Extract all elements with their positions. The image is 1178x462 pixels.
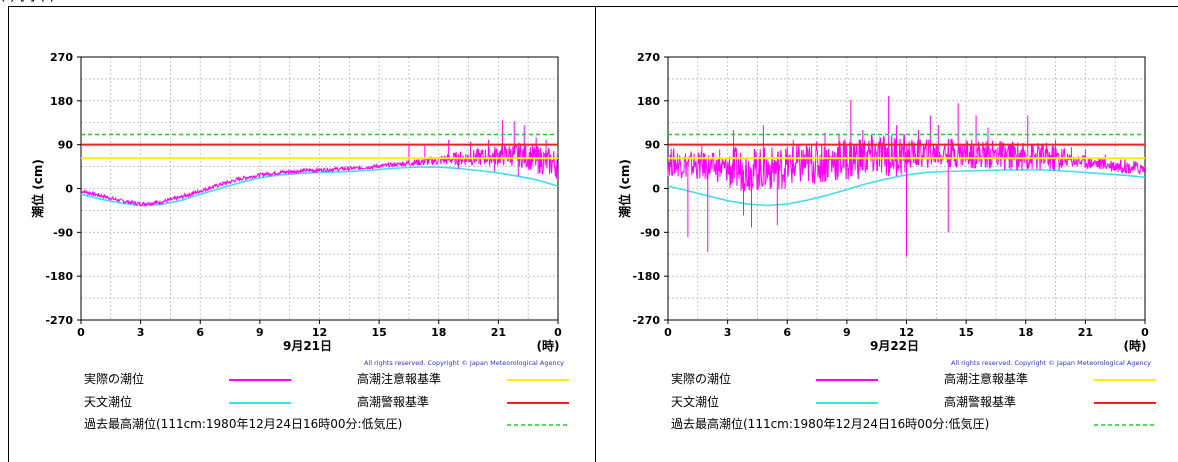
panel-sep-22: 270 180 90 0 -90 -180 -270 0 3 6 9 12 15 18 21 0 9月22日 (時… <box>595 6 1178 462</box>
x-tick-label: 3 <box>137 326 145 339</box>
x-tick-label: 18 <box>431 326 446 339</box>
y-tick-label: -270 <box>632 314 660 327</box>
legend-warning-label: 高潮警報基準 <box>357 394 429 409</box>
header-fragment: ( ) [ ] ( ) <box>0 0 1178 6</box>
y-tick-label: -180 <box>632 270 660 283</box>
series-astronomical-tide-line <box>80 166 559 207</box>
legend-astronomical-label: 天文潮位 <box>671 394 719 409</box>
legend-astronomical-label: 天文潮位 <box>84 394 132 409</box>
y-tick-label: -90 <box>53 226 73 239</box>
x-axis-unit-label: (時) <box>537 338 560 353</box>
y-tick-label: 90 <box>58 139 74 152</box>
x-tick-label: 21 <box>491 326 506 339</box>
x-tick-label: 0 <box>1141 326 1149 339</box>
x-tick-label: 0 <box>554 326 562 339</box>
x-tick-label: 15 <box>371 326 386 339</box>
legend-actual-label: 実際の潮位 <box>671 371 731 386</box>
x-axis-date-label: 9月21日 <box>283 339 332 353</box>
series-actual-tide-line <box>80 142 559 207</box>
x-tick-label: 3 <box>724 326 732 339</box>
y-axis-label: 潮位 (cm) <box>30 159 45 218</box>
copyright-text: All rights reserved. Copyright © Japan M… <box>951 359 1151 367</box>
y-tick-label: 180 <box>50 95 73 108</box>
y-tick-label: -180 <box>45 270 73 283</box>
x-tick-label: 21 <box>1078 326 1093 339</box>
x-tick-label: 12 <box>312 326 327 339</box>
x-axis-unit-label: (時) <box>1124 338 1147 353</box>
legend-caution-label: 高潮注意報基準 <box>944 371 1028 386</box>
legend-warning-label: 高潮警報基準 <box>944 394 1016 409</box>
x-tick-label: 6 <box>196 326 204 339</box>
x-tick-label: 12 <box>899 326 914 339</box>
x-tick-label: 0 <box>664 326 672 339</box>
y-tick-label: 270 <box>50 51 73 64</box>
tide-chart-sep-21: 270 180 90 0 -90 -180 -270 0 3 6 9 12 15 18 21 0 9月21日 (時… <box>30 51 569 431</box>
legend-caution-label: 高潮注意報基準 <box>357 371 441 386</box>
y-tick-label: 90 <box>645 139 661 152</box>
y-tick-label: 0 <box>652 183 660 196</box>
y-tick-label: 270 <box>637 51 660 64</box>
x-tick-label: 0 <box>77 326 85 339</box>
copyright-text: All rights reserved. Copyright © Japan M… <box>364 359 564 367</box>
y-axis-label: 潮位 (cm) <box>617 159 632 218</box>
y-tick-label: 180 <box>637 95 660 108</box>
x-axis-date-label: 9月22日 <box>870 339 919 353</box>
y-tick-label: 0 <box>65 183 73 196</box>
y-tick-label: -270 <box>45 314 73 327</box>
x-tick-label: 9 <box>843 326 851 339</box>
legend-highest-label: 過去最高潮位(111cm:1980年12月24日16時00分:低気圧) <box>671 416 989 431</box>
x-tick-label: 15 <box>958 326 973 339</box>
x-tick-label: 6 <box>783 326 791 339</box>
legend-highest-label: 過去最高潮位(111cm:1980年12月24日16時00分:低気圧) <box>84 416 402 431</box>
x-tick-label: 9 <box>256 326 264 339</box>
y-tick-label: -90 <box>640 226 660 239</box>
header-fragment-text: ( ) [ ] ( ) <box>0 0 55 4</box>
legend-actual-label: 実際の潮位 <box>84 371 144 386</box>
tide-chart-sep-22: 270 180 90 0 -90 -180 -270 0 3 6 9 12 15 18 21 0 9月22日 (時… <box>617 51 1156 431</box>
x-tick-label: 18 <box>1018 326 1033 339</box>
panel-sep-21: 270 180 90 0 -90 -180 -270 0 3 6 9 12 15 18 21 0 9月21日 (時… <box>8 6 596 462</box>
